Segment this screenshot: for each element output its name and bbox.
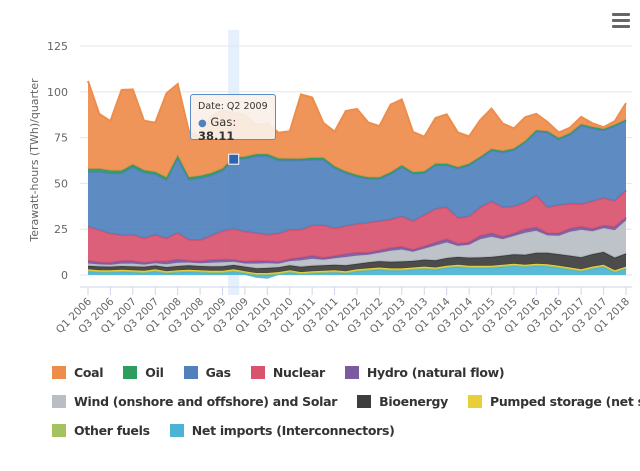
hover-point-marker[interactable] bbox=[228, 153, 240, 165]
legend-label: Oil bbox=[145, 365, 164, 380]
area-hydro-natural-flow[interactable] bbox=[88, 217, 626, 265]
tooltip-series-name: Gas bbox=[210, 115, 233, 129]
legend-item[interactable]: Bioenergy bbox=[357, 394, 448, 409]
y-tick-label: 0 bbox=[61, 269, 68, 282]
legend-swatch-icon bbox=[169, 424, 184, 437]
y-tick-label: 50 bbox=[54, 177, 68, 190]
legend-label: Wind (onshore and offshore) and Solar bbox=[74, 394, 338, 409]
line-coal bbox=[87, 80, 627, 139]
hamburger-menu-icon bbox=[610, 13, 632, 28]
area-coal[interactable] bbox=[88, 81, 626, 178]
legend-swatch-icon bbox=[183, 366, 198, 379]
tooltip-series-dot-icon: ● bbox=[198, 118, 207, 129]
legend-item[interactable]: Net imports (Interconnectors) bbox=[169, 423, 395, 438]
y-tick-label: 25 bbox=[54, 223, 68, 236]
legend-item[interactable]: Pumped storage (net supply) bbox=[467, 394, 640, 409]
legend-label: Gas bbox=[205, 365, 232, 380]
tooltip-value: 38.11 bbox=[198, 129, 235, 143]
chart-menu-button[interactable] bbox=[610, 10, 632, 30]
legend-row: Coal Oil Gas Nuclear Hydro (natural flow) bbox=[52, 358, 632, 387]
legend-label: Pumped storage (net supply) bbox=[489, 394, 640, 409]
legend-swatch-icon bbox=[467, 395, 482, 408]
legend-label: Bioenergy bbox=[379, 394, 448, 409]
legend-item[interactable]: Other fuels bbox=[52, 423, 150, 438]
area-wind-onshore-and-offshore-and-solar[interactable] bbox=[88, 220, 626, 269]
tooltip: Date: Q2 2009 ● Gas: 38.11 bbox=[190, 94, 276, 143]
legend-swatch-icon bbox=[344, 366, 359, 379]
legend-label: Net imports (Interconnectors) bbox=[191, 423, 395, 438]
legend-swatch-icon bbox=[250, 366, 265, 379]
legend-item[interactable]: Nuclear bbox=[250, 365, 325, 380]
legend-item[interactable]: Hydro (natural flow) bbox=[344, 365, 505, 380]
legend-label: Coal bbox=[74, 365, 104, 380]
legend-swatch-icon bbox=[52, 366, 66, 379]
y-tick-label: 100 bbox=[47, 86, 68, 99]
area-nuclear[interactable] bbox=[88, 190, 626, 263]
tooltip-date: Date: Q2 2009 bbox=[198, 101, 268, 112]
legend-item[interactable]: Wind (onshore and offshore) and Solar bbox=[52, 394, 337, 409]
y-axis-ticks: 0 25 50 75 100 125 bbox=[47, 40, 68, 282]
legend-row: Other fuels Net imports (Interconnectors) bbox=[52, 416, 632, 445]
y-tick-label: 125 bbox=[47, 40, 68, 53]
y-axis-label: Terawatt-hours (TWh)/quarter bbox=[28, 78, 41, 243]
legend-item[interactable]: Oil bbox=[123, 365, 164, 380]
legend-label: Hydro (natural flow) bbox=[366, 365, 505, 380]
legend-swatch-icon bbox=[123, 366, 138, 379]
legend-swatch-icon bbox=[52, 395, 66, 408]
legend-item[interactable]: Coal bbox=[52, 365, 104, 380]
legend-item[interactable]: Gas bbox=[183, 365, 232, 380]
legend-label: Other fuels bbox=[74, 423, 150, 438]
legend-swatch-icon bbox=[52, 424, 66, 437]
legend-label: Nuclear bbox=[272, 365, 325, 380]
y-tick-label: 75 bbox=[54, 132, 68, 145]
legend-swatch-icon bbox=[357, 395, 372, 408]
series-areas bbox=[87, 80, 627, 279]
legend-row: Wind (onshore and offshore) and Solar Bio… bbox=[52, 387, 640, 416]
legend: Coal Oil Gas Nuclear Hydro (natural flow) Win… bbox=[52, 358, 640, 445]
